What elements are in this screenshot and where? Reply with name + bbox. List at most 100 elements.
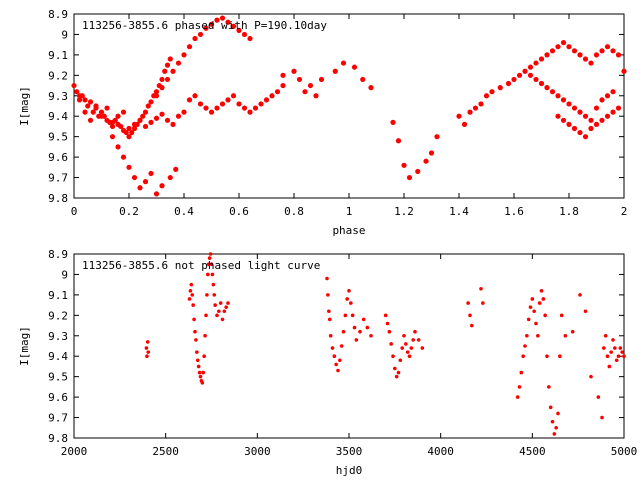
phased-data-point [109, 123, 116, 130]
phased-data-point [582, 113, 589, 119]
unphased-data-point [341, 329, 346, 334]
unphased-data-point [387, 329, 392, 334]
unphased-data-point [193, 329, 197, 334]
unphased-data-point [528, 305, 533, 309]
unphased-data-point [552, 432, 557, 436]
unphased-data-point [212, 293, 217, 297]
phased-data-point [208, 109, 215, 115]
phased-data-point [340, 60, 347, 66]
unphased-data-point [614, 358, 619, 363]
phased-data-point [533, 76, 539, 83]
phased-data-point [560, 117, 567, 123]
phased-x-tick-label: 0.4 [174, 205, 194, 218]
unphased-data-point [470, 323, 474, 328]
phased-data-point [192, 93, 198, 99]
unphased-data-point [352, 325, 357, 330]
phased-data-point [142, 123, 149, 130]
phased-data-point [159, 111, 165, 117]
phased-data-point [280, 72, 286, 78]
unphased-data-point [208, 252, 213, 256]
unphased-x-tick-label: 3500 [336, 445, 363, 458]
unphased-x-axis-label: hjd0 [336, 464, 363, 477]
unphased-data-point [525, 333, 529, 338]
unphased-data-point [334, 362, 338, 367]
phased-data-point [497, 85, 503, 91]
unphased-data-point [145, 340, 150, 344]
unphased-data-point [198, 374, 203, 379]
phased-data-point [126, 134, 132, 140]
unphased-x-tick-label: 5000 [611, 445, 638, 458]
unphased-data-point [195, 350, 199, 354]
unphased-data-point [515, 395, 520, 399]
unphased-y-tick-label: 9.3 [48, 330, 68, 343]
unphased-data-point [420, 346, 425, 350]
unphased-data-point [620, 350, 624, 354]
unphased-data-point [350, 313, 355, 318]
unphased-data-point [146, 350, 151, 354]
phased-data-point [571, 105, 578, 111]
unphased-data-point [189, 282, 194, 287]
phased-data-point [79, 93, 85, 99]
unphased-data-point [545, 354, 549, 359]
phased-data-point [115, 144, 121, 150]
unphased-data-point [413, 329, 417, 334]
phased-data-point [175, 60, 182, 66]
unphased-y-tick-label: 9.8 [48, 432, 68, 445]
phased-y-tick-label: 9.4 [48, 110, 68, 123]
phased-data-point [104, 105, 110, 111]
phased-data-point [296, 76, 303, 83]
unphased-data-point [209, 262, 214, 267]
phased-y-tick-label: 9.7 [48, 172, 68, 185]
phased-data-point [164, 62, 171, 68]
phased-data-point [214, 105, 220, 111]
phased-data-point [153, 191, 160, 197]
unphased-data-point [361, 317, 366, 322]
phased-data-points [71, 15, 627, 197]
unphased-data-point [204, 313, 208, 318]
unphased-data-point [481, 301, 485, 305]
unphased-data-point [338, 358, 342, 363]
phased-plot-frame [73, 13, 625, 199]
phased-data-point [274, 89, 281, 95]
unphased-data-point [559, 313, 564, 318]
phased-data-point [566, 121, 572, 127]
phased-data-point [423, 158, 429, 164]
phased-data-point [197, 101, 204, 107]
unphased-y-tick-label: 9.6 [48, 391, 68, 404]
unphased-data-point [468, 313, 472, 318]
phased-data-point [159, 85, 165, 91]
phased-data-point [588, 60, 594, 66]
phased-data-point [368, 85, 374, 91]
phased-data-point [131, 125, 138, 132]
phased-data-point [263, 97, 270, 103]
unphased-data-point [325, 276, 329, 281]
unphased-data-point [616, 354, 621, 359]
unphased-data-points [144, 252, 626, 436]
unphased-data-point [213, 303, 217, 307]
phased-data-point [599, 48, 605, 54]
phased-y-tick-label: 9.3 [48, 90, 68, 103]
unphased-data-point [202, 354, 206, 359]
unphased-data-point [563, 333, 568, 338]
unphased-data-point [194, 338, 198, 342]
unphased-data-point [201, 370, 206, 375]
unphased-data-point [532, 309, 536, 314]
phased-data-point [247, 35, 253, 42]
phased-data-point [544, 52, 550, 58]
unphased-data-point [383, 313, 388, 318]
unphased-data-point [215, 313, 219, 318]
unphased-data-point [224, 305, 228, 309]
unphased-data-point [188, 289, 193, 293]
phased-data-point [236, 27, 242, 33]
phased-data-point [109, 134, 116, 140]
unphased-data-point [206, 272, 210, 277]
phased-data-point [126, 125, 132, 132]
phased-data-point [118, 123, 124, 130]
unphased-data-point [537, 301, 542, 305]
phased-data-point [555, 113, 561, 119]
phased-y-tick-label: 9.6 [48, 151, 68, 164]
phased-data-point [126, 164, 132, 170]
unphased-y-tick-label: 9.5 [48, 371, 68, 384]
unphased-x-tick-label: 4500 [519, 445, 546, 458]
